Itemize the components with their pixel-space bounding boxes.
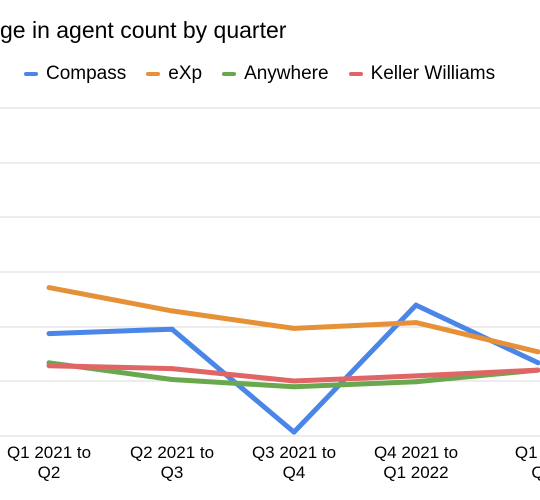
- x-tick-label-1-line-0: Q2 2021 to: [130, 443, 214, 462]
- data-point-exp-4: [535, 349, 540, 355]
- data-point-exp-2: [291, 325, 297, 331]
- series-lines: [46, 285, 540, 435]
- data-point-compass-2: [291, 429, 297, 435]
- data-point-keller-williams-4: [535, 367, 540, 373]
- legend-item-exp: eXp: [146, 63, 202, 85]
- legend-label-keller-williams: Keller Williams: [370, 63, 496, 84]
- data-point-anywhere-1: [169, 377, 175, 382]
- x-tick-label-2-line-0: Q3 2021 to: [252, 443, 336, 462]
- x-tick-label-2-line-1: Q4: [283, 463, 306, 482]
- data-point-keller-williams-3: [413, 373, 419, 379]
- x-tick-label-4-line-0: Q1 20: [515, 443, 540, 462]
- x-tick-label-3-line-0: Q4 2021 to: [374, 443, 458, 462]
- legend-swatch-keller-williams: [348, 72, 363, 76]
- data-point-keller-williams-2: [291, 378, 297, 384]
- data-point-anywhere-3: [413, 379, 419, 385]
- legend-item-anywhere: Anywhere: [222, 63, 329, 85]
- data-point-compass-4: [535, 360, 540, 366]
- data-point-compass-1: [169, 326, 175, 332]
- data-point-exp-3: [413, 320, 419, 326]
- legend-label-exp: eXp: [168, 63, 203, 84]
- legend: Compass eXp Anywhere Keller Williams: [24, 62, 515, 86]
- data-point-exp-1: [169, 308, 175, 314]
- chart-title: ge in agent count by quarter: [0, 17, 287, 43]
- legend-swatch-compass: [24, 72, 38, 76]
- x-tick-label-1-line-1: Q3: [161, 463, 184, 482]
- data-point-keller-williams-1: [169, 366, 175, 372]
- legend-swatch-anywhere: [222, 72, 237, 76]
- legend-label-anywhere: Anywhere: [244, 63, 329, 84]
- data-point-exp-0: [46, 285, 52, 291]
- x-tick-label-0-line-0: Q1 2021 to: [7, 443, 91, 462]
- x-tick-label-4-line-1: Q: [531, 463, 540, 482]
- data-point-compass-3: [413, 302, 419, 308]
- data-point-anywhere-2: [291, 384, 297, 390]
- legend-label-compass: Compass: [46, 63, 127, 84]
- data-point-keller-williams-0: [46, 363, 52, 369]
- x-tick-label-3-line-1: Q1 2022: [383, 463, 448, 482]
- x-tick-label-0-line-1: Q2: [38, 463, 61, 482]
- legend-swatch-exp: [146, 72, 161, 76]
- data-point-compass-0: [46, 331, 52, 337]
- legend-item-keller-williams: Keller Williams: [348, 63, 496, 85]
- legend-item-compass: Compass: [24, 63, 126, 85]
- series-line-exp: [48, 285, 539, 355]
